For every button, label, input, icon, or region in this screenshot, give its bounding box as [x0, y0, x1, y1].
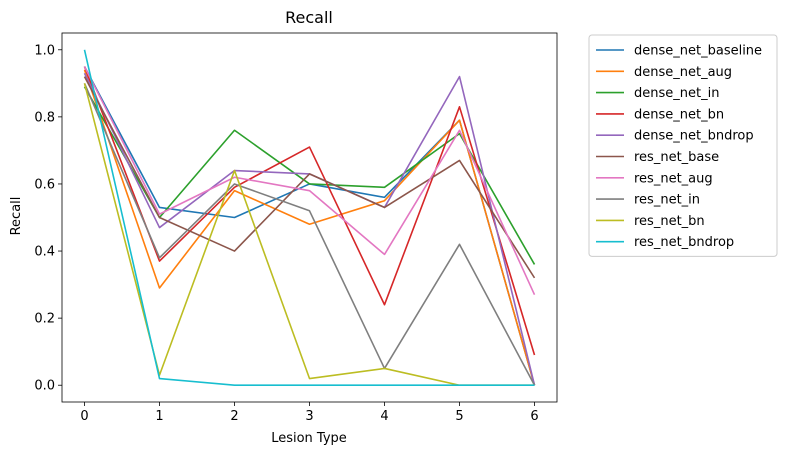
y-tick-label: 0.4	[34, 245, 55, 260]
x-tick-label: 0	[80, 409, 88, 424]
legend-label-dense_net_baseline: dense_net_baseline	[634, 44, 762, 59]
series-line-dense_net_bndrop	[83, 72, 536, 386]
series-line-dense_net_aug	[83, 69, 536, 386]
y-tick-label: 1.0	[34, 43, 55, 58]
legend-label-res_net_in: res_net_in	[634, 193, 700, 208]
series-line-res_net_base	[83, 76, 536, 279]
legend: dense_net_baseline dense_net_aug dense_net…	[588, 34, 778, 257]
y-tick-label: 0.6	[34, 177, 55, 192]
y-axis-label: Recall	[9, 197, 24, 236]
series-line-dense_net_in	[83, 86, 536, 265]
x-tick-label: 5	[455, 409, 463, 424]
plot-frame	[61, 32, 558, 403]
series-line-dense_net_baseline	[83, 66, 536, 386]
series-line-res_net_bndrop	[83, 49, 535, 387]
legend-label-dense_net_bn: dense_net_bn	[634, 107, 724, 122]
x-tick-label: 2	[230, 409, 238, 424]
legend-label-dense_net_bndrop: dense_net_bndrop	[634, 129, 754, 144]
legend-box	[588, 34, 778, 257]
legend-label-dense_net_in: dense_net_in	[634, 86, 719, 101]
series-line-res_net_bn	[83, 83, 535, 387]
series-line-res_net_in	[83, 83, 536, 386]
legend-label-res_net_aug: res_net_aug	[634, 171, 713, 186]
x-tick-label: 6	[530, 409, 538, 424]
legend-label-res_net_bndrop: res_net_bndrop	[634, 235, 734, 250]
x-tick-label: 4	[380, 409, 388, 424]
y-tick-label: 0.0	[34, 379, 55, 394]
y-tick-label: 0.8	[34, 110, 55, 125]
plot-area	[83, 49, 536, 387]
x-tick-label: 3	[305, 409, 313, 424]
chart-title: Recall	[285, 8, 333, 27]
legend-label-res_net_base: res_net_base	[634, 150, 719, 165]
series-line-res_net_aug	[83, 66, 536, 295]
axes: 0 1 2 3 4 5 6 0.0 0.2 0.4 0.6 0.8 1.0	[34, 32, 558, 424]
legend-label-res_net_bn: res_net_bn	[634, 214, 705, 229]
y-tick-label: 0.2	[34, 312, 55, 327]
x-axis-label: Lesion Type	[271, 431, 347, 446]
series-line-dense_net_bn	[83, 66, 536, 356]
legend-label-dense_net_aug: dense_net_aug	[634, 65, 732, 80]
x-tick-label: 1	[155, 409, 163, 424]
